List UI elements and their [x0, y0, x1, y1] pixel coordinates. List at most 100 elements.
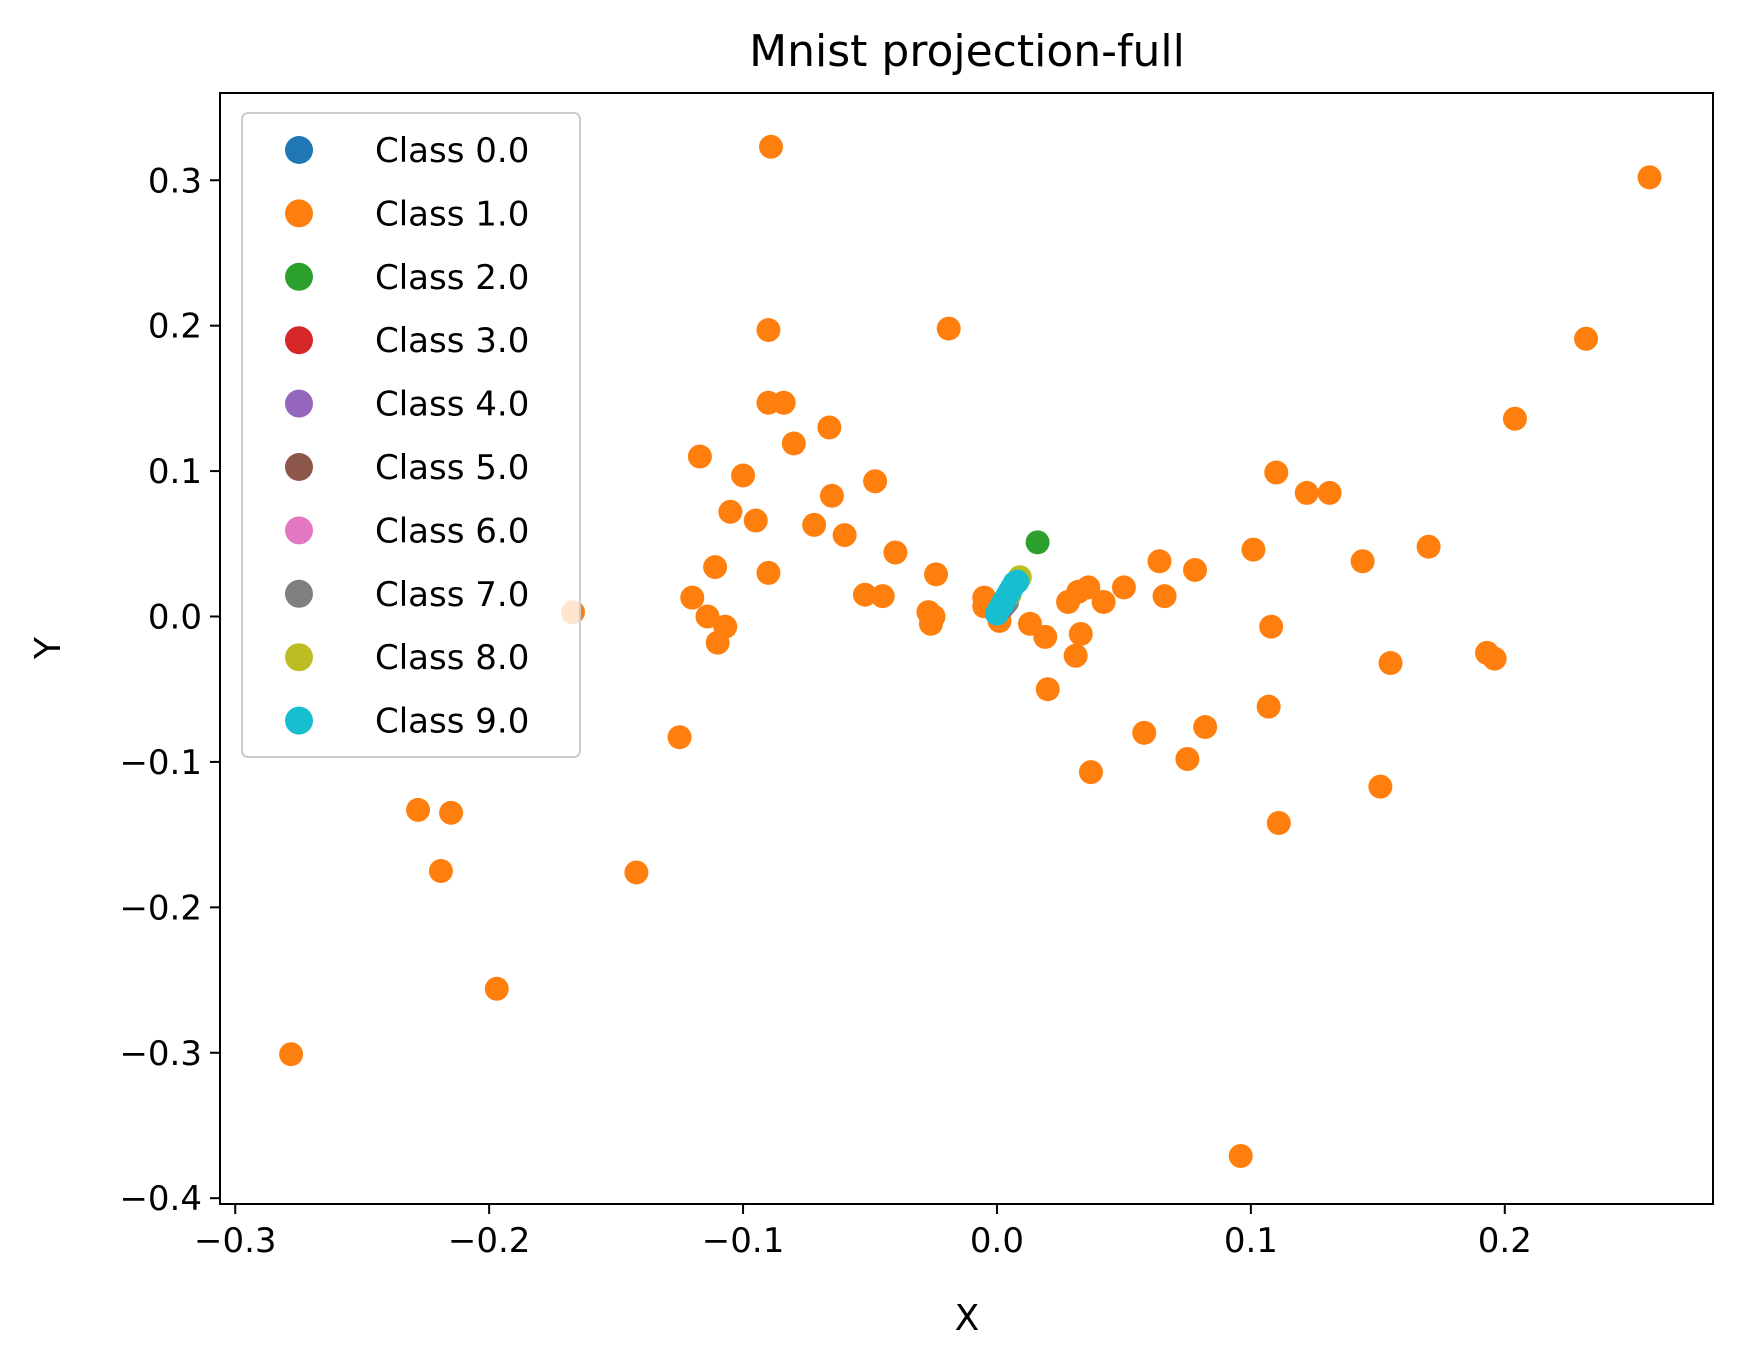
data-point-class-1 [819, 483, 844, 508]
data-point-class-1 [1193, 715, 1218, 740]
data-point-class-1 [439, 800, 464, 825]
x-tick-label: −0.1 [702, 1221, 785, 1261]
data-point-class-1 [1241, 537, 1266, 562]
data-point-class-1 [703, 555, 728, 580]
data-point-class-1 [756, 318, 781, 343]
data-point-class-1 [624, 860, 649, 885]
legend-marker [285, 706, 313, 735]
legend-marker [285, 199, 313, 228]
data-point-class-1 [863, 469, 888, 494]
legend-marker [285, 453, 313, 481]
data-point-class-1 [1482, 646, 1507, 671]
data-point-class-1 [1078, 760, 1103, 785]
legend-label: Class 2.0 [375, 258, 529, 298]
x-tick-label: −0.3 [194, 1221, 277, 1261]
x-axis: −0.3 −0.2 −0.1 0.0 0.1 0.2 [194, 1204, 1532, 1261]
data-point-class-1 [687, 444, 712, 469]
legend-marker [285, 262, 313, 291]
y-tick-label: −0.4 [119, 1179, 202, 1219]
legend-marker [285, 643, 313, 672]
data-point-class-1 [1294, 480, 1319, 505]
data-point-class-1 [695, 604, 720, 629]
data-point-class-1 [1175, 747, 1200, 772]
data-point-class-1 [1035, 677, 1060, 702]
data-point-class-1 [924, 562, 949, 587]
chart-title: Mnist projection-full [749, 26, 1185, 77]
data-point-class-1 [279, 1042, 304, 1067]
data-point-class-1 [1183, 557, 1208, 582]
data-point-class-1 [1259, 614, 1284, 639]
data-point-class-1 [1056, 589, 1081, 614]
data-point-class-1 [1091, 589, 1116, 614]
data-point-class-1 [1416, 534, 1441, 559]
data-point-class-1 [1063, 643, 1088, 668]
points-layer [279, 134, 1662, 1169]
data-point-class-1 [718, 499, 743, 524]
data-point-class-2 [1025, 530, 1050, 555]
legend-label: Class 3.0 [375, 321, 529, 361]
data-point-class-1 [1068, 621, 1093, 646]
data-point-class-1 [1574, 326, 1599, 351]
x-tick-label: 0.0 [970, 1221, 1024, 1261]
data-point-class-1 [743, 508, 768, 533]
legend-label: Class 1.0 [375, 194, 529, 234]
data-point-class-1 [1502, 406, 1527, 431]
data-point-class-1 [705, 630, 730, 655]
data-point-class-1 [428, 858, 453, 883]
y-tick-label: 0.3 [148, 161, 202, 201]
legend-marker [285, 579, 313, 608]
data-point-class-1 [771, 390, 796, 415]
data-point-class-1 [936, 316, 961, 341]
legend-label: Class 6.0 [375, 511, 529, 551]
data-point-class-1 [1266, 811, 1291, 836]
data-point-class-1 [918, 611, 943, 636]
y-tick-label: −0.3 [119, 1034, 202, 1074]
data-point-class-1 [731, 463, 756, 488]
legend-label: Class 8.0 [375, 638, 529, 678]
legend: Class 0.0 Class 1.0 Class 2.0 Class 3.0 Clas… [241, 112, 581, 758]
legend-items: Class 0.0 Class 1.0 Class 2.0 Class 3.0 Clas… [285, 131, 529, 742]
data-point-class-1 [817, 415, 842, 440]
data-point-class-9 [1005, 569, 1030, 594]
legend-marker [285, 389, 313, 418]
data-point-class-1 [1264, 460, 1289, 485]
data-point-class-1 [758, 134, 783, 159]
legend-label: Class 9.0 [375, 702, 529, 742]
legend-marker [285, 516, 313, 545]
legend-label: Class 0.0 [375, 131, 529, 171]
y-tick-label: 0.1 [148, 452, 202, 492]
x-tick-label: 0.1 [1224, 1221, 1278, 1261]
data-point-class-1 [1637, 165, 1662, 190]
data-point-class-1 [406, 797, 431, 822]
x-tick-label: 0.2 [1478, 1221, 1532, 1261]
data-point-class-1 [1368, 774, 1393, 799]
data-point-class-1 [852, 582, 877, 607]
data-point-class-1 [1132, 720, 1157, 745]
data-point-class-1 [802, 512, 827, 537]
legend-label: Class 4.0 [375, 385, 529, 425]
y-axis: 0.3 0.2 0.1 0.0 −0.1 −0.2 −0.3 −0.4 [119, 161, 220, 1219]
data-point-class-1 [667, 725, 692, 750]
data-point-class-1 [1256, 694, 1281, 719]
legend-marker [285, 326, 313, 355]
legend-box [241, 112, 581, 758]
data-point-class-1 [484, 976, 509, 1001]
legend-label: Class 5.0 [375, 448, 529, 488]
data-point-class-1 [1033, 624, 1058, 649]
data-point-class-1 [1111, 575, 1136, 600]
plot-frame [219, 92, 1714, 1205]
y-tick-label: 0.2 [148, 307, 202, 347]
x-tick-label: −0.2 [448, 1221, 531, 1261]
data-point-class-1 [1378, 651, 1403, 676]
data-point-class-1 [883, 540, 908, 565]
data-point-class-1 [1350, 549, 1375, 574]
data-point-class-1 [1317, 480, 1342, 505]
data-point-class-1 [832, 523, 857, 548]
data-point-class-1 [1228, 1144, 1253, 1169]
y-axis-label: Y [28, 636, 69, 660]
data-point-class-1 [756, 560, 781, 585]
y-tick-label: −0.1 [119, 743, 202, 783]
data-point-class-1 [1152, 584, 1177, 609]
y-tick-label: −0.2 [119, 888, 202, 928]
